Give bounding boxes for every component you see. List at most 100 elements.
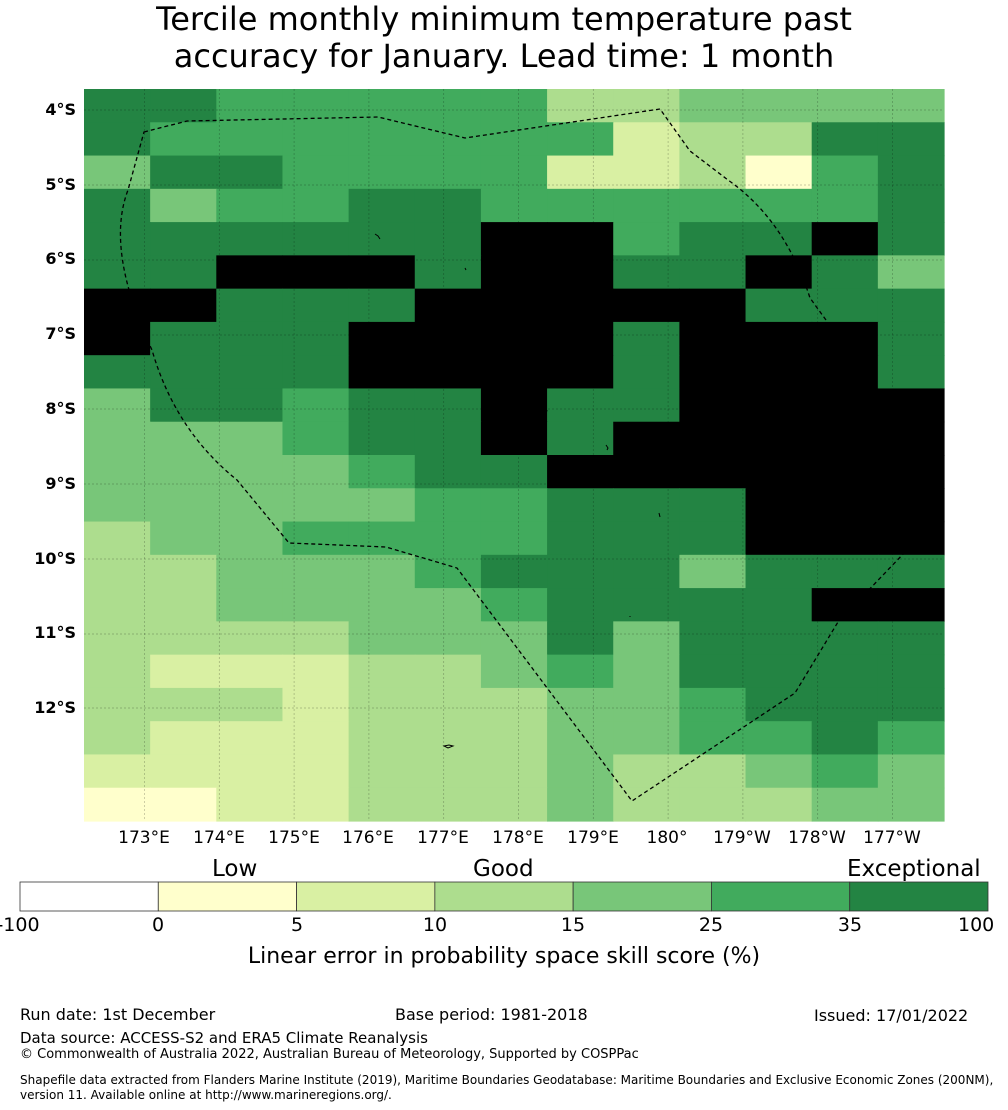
- grid-cell: [348, 521, 416, 556]
- grid-cell: [745, 421, 813, 456]
- lon-label-177e: 177°E: [417, 828, 469, 848]
- grid-cell: [282, 222, 350, 256]
- grid-cell: [877, 255, 945, 290]
- grid-cell: [282, 255, 350, 290]
- grid-cell: [613, 621, 680, 656]
- grid-cell: [414, 754, 482, 789]
- grid-cell: [877, 355, 945, 390]
- grid-cell: [877, 721, 945, 756]
- grid-cell: [480, 255, 548, 290]
- grid-cell: [811, 588, 879, 622]
- grid-cell: [150, 721, 217, 756]
- grid-cell: [679, 355, 747, 390]
- grid-cell: [216, 687, 284, 722]
- grid-cell: [84, 588, 151, 622]
- category-low: Low: [212, 856, 258, 882]
- grid-cell: [480, 188, 548, 223]
- lat-label-6s: 6°S: [45, 249, 76, 268]
- islands: [374, 233, 661, 749]
- grid-cell: [414, 188, 482, 223]
- grid-cell: [613, 721, 680, 756]
- grid-cell: [877, 687, 945, 722]
- grid-cell: [150, 521, 217, 556]
- grid-cell: [414, 787, 482, 822]
- grid-cell: [348, 321, 416, 356]
- grid-cell: [348, 188, 416, 223]
- grid-cell: [414, 455, 482, 489]
- lon-label-179w: 179°W: [713, 828, 771, 848]
- grid-cell: [679, 654, 747, 689]
- grid-cell: [348, 288, 416, 323]
- grid-cell: [877, 321, 945, 356]
- grid-cell: [480, 455, 548, 489]
- grid-cell: [84, 89, 151, 123]
- grid-cell: [84, 255, 151, 290]
- category-exceptional: Exceptional: [847, 856, 981, 882]
- grid-cell: [150, 89, 217, 123]
- grid-cell: [811, 421, 879, 456]
- grid-cell: [150, 355, 217, 390]
- grid-cell: [414, 321, 482, 356]
- map-title-line-1: Tercile monthly minimum temperature past: [156, 0, 852, 38]
- grid-cell: [613, 255, 680, 290]
- grid-cell: [150, 255, 217, 290]
- colorbar-segment: [572, 881, 712, 912]
- grid-cell: [480, 488, 548, 523]
- island: [658, 512, 661, 518]
- grid-cell: [613, 222, 680, 256]
- grid-cell: [679, 488, 747, 523]
- grid-cell: [547, 687, 614, 722]
- grid-cell: [414, 687, 482, 722]
- grid-cell: [613, 388, 680, 423]
- grid-cell: [811, 554, 879, 589]
- grid-cell: [613, 554, 680, 589]
- grid-cell: [414, 122, 482, 157]
- grid-cell: [745, 554, 813, 589]
- grid-cell: [348, 488, 416, 523]
- grid-cell: [613, 321, 680, 356]
- grid-cell: [877, 455, 945, 489]
- grid-cell: [547, 222, 614, 256]
- grid-cell: [811, 687, 879, 722]
- colorbar-tick-0: 0: [151, 914, 165, 936]
- grid-cell: [679, 621, 747, 656]
- grid-cell: [150, 155, 217, 190]
- map-title-line-2: accuracy for January. Lead time: 1 month: [173, 37, 835, 75]
- grid-cell: [811, 621, 879, 656]
- grid-cell: [480, 89, 548, 123]
- grid-cell: [745, 787, 813, 822]
- grid-cell: [613, 588, 680, 622]
- grid-cell: [613, 421, 680, 456]
- colorbar-segment: [711, 881, 851, 912]
- grid-cell: [414, 355, 482, 390]
- colorbar-title: Linear error in probability space skill …: [247, 944, 761, 969]
- grid-cell: [348, 554, 416, 589]
- grid-cell: [745, 654, 813, 689]
- lat-label-12s: 12°S: [34, 698, 76, 717]
- grid-cell: [877, 654, 945, 689]
- grid-cell: [745, 455, 813, 489]
- grid-cell: [877, 421, 945, 456]
- grid-cell: [84, 521, 151, 556]
- lon-label-176e: 176°E: [342, 828, 394, 848]
- grid-cell: [348, 687, 416, 722]
- run-date: Run date: 1st December: [20, 1005, 216, 1024]
- grid-cell: [282, 721, 350, 756]
- grid-cell: [150, 488, 217, 523]
- grid-cell: [811, 355, 879, 390]
- grid-cell: [877, 388, 945, 423]
- grid-cell: [679, 787, 747, 822]
- grid-cell: [877, 122, 945, 157]
- shapefile-credit-line-2: version 11. Available online at http://w…: [20, 1088, 392, 1102]
- grid-cell: [216, 787, 284, 822]
- grid-cell: [679, 754, 747, 789]
- grid-cell: [84, 721, 151, 756]
- grid-cell: [216, 155, 284, 190]
- grid-cell: [348, 388, 416, 423]
- grid-cell: [414, 488, 482, 523]
- grid-cell: [811, 321, 879, 356]
- grid-cell: [216, 554, 284, 589]
- grid-cell: [877, 89, 945, 123]
- shapefile-credit-line-1: Shapefile data extracted from Flanders M…: [20, 1073, 994, 1087]
- grid-cell: [150, 621, 217, 656]
